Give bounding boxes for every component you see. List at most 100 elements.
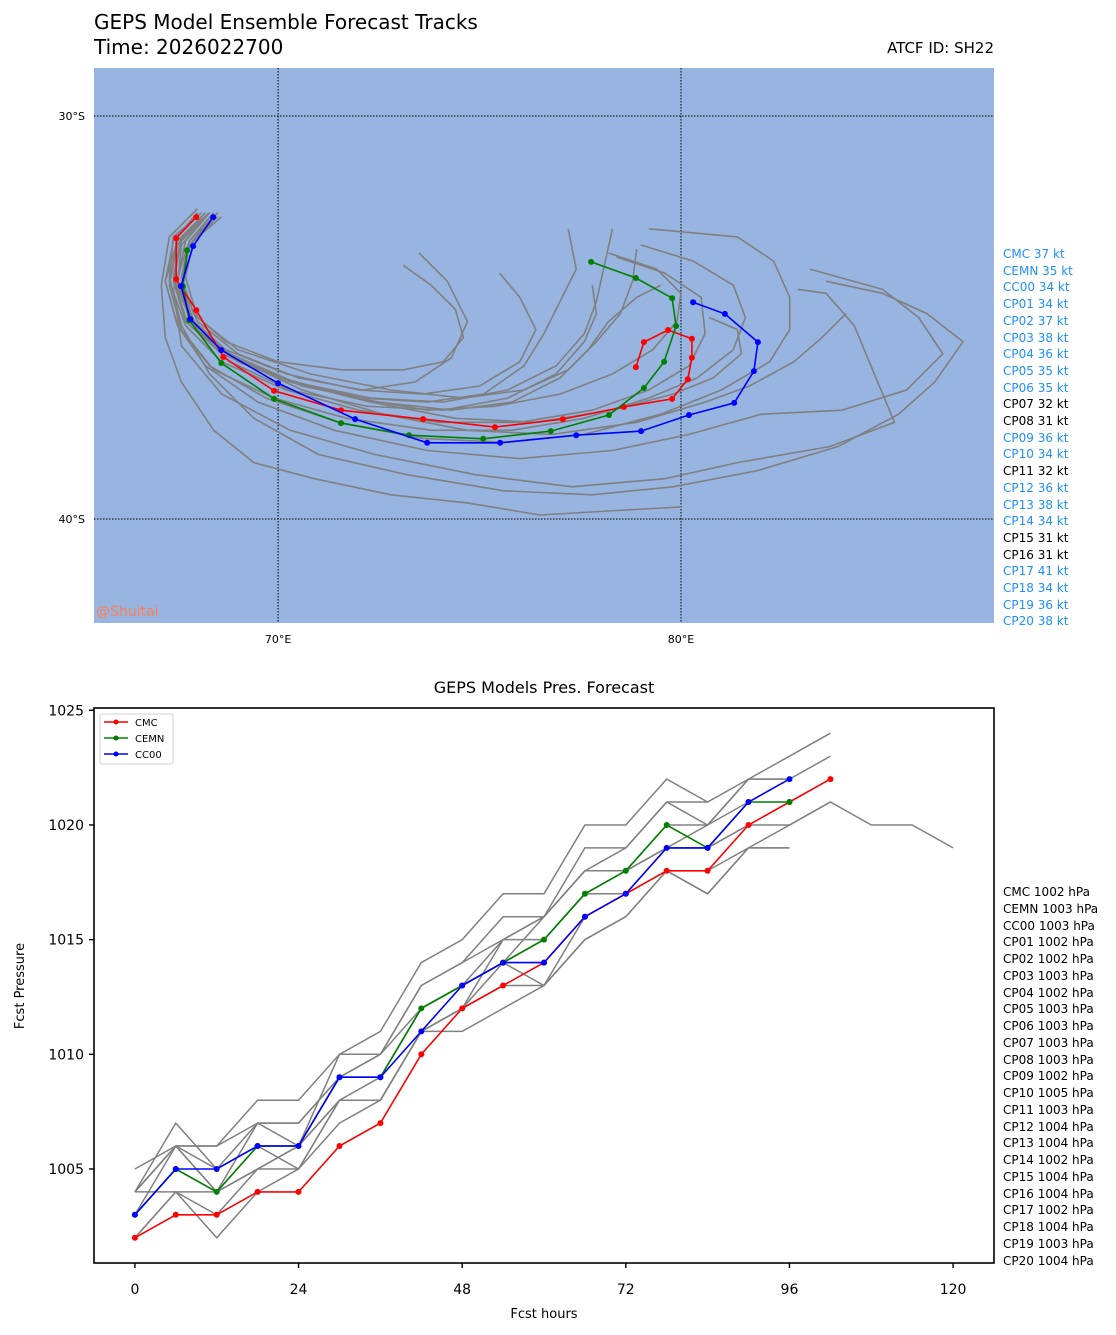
pressure-point-cemn (745, 799, 752, 805)
pressure-point-cmc (786, 799, 793, 805)
track-point-cc00 (218, 347, 225, 354)
pressure-point-cmc (295, 1188, 302, 1195)
wind-label: CP15 31 kt (1003, 530, 1069, 545)
x-tick-label: 96 (781, 1282, 799, 1298)
wind-label: CP05 35 kt (1003, 363, 1069, 378)
legend-label-cmc: CMC (135, 718, 158, 729)
pressure-point-cmc (663, 867, 670, 874)
pressure-point-cmc (172, 1211, 179, 1218)
pressure-ensemble-line-8 (134, 755, 831, 1194)
lon-tick-label: 70°E (265, 633, 291, 646)
pressure-point-cemn (786, 799, 793, 805)
watermark: @Shuitai (96, 604, 158, 620)
track-cmc (173, 214, 695, 431)
track-point-cmc (669, 395, 676, 402)
track-point-cemn (547, 428, 554, 435)
wind-label: CP11 32 kt (1003, 464, 1069, 479)
pressure-label: CP20 1004 hPa (1003, 1253, 1094, 1268)
pressure-ensemble-line-4 (134, 847, 790, 1239)
pressure-point-cmc (541, 959, 547, 966)
pressure-point-cc00 (213, 1166, 220, 1172)
ensemble-track-11 (180, 216, 465, 371)
pressure-point-cmc (131, 1234, 138, 1241)
pressure-point-cemn (663, 822, 670, 828)
ensemble-tracks (160, 208, 965, 516)
track-point-cc00 (638, 428, 645, 435)
track-point-cc00 (424, 439, 431, 446)
y-tick-label: 1010 (48, 1047, 84, 1063)
track-point-cc00 (686, 412, 692, 418)
pressure-point-cc00 (131, 1211, 138, 1218)
pressure-point-cc00 (663, 844, 670, 851)
ensemble-track-12 (172, 212, 682, 412)
track-point-cc00 (731, 399, 738, 406)
wind-label: CP10 34 kt (1003, 447, 1069, 462)
pressure-point-cemn (459, 982, 466, 989)
deterministic-tracks (173, 214, 761, 446)
pressure-point-cemn (704, 844, 711, 851)
pressure-ensemble-line-2 (134, 778, 708, 1193)
pressure-point-cc00 (336, 1074, 343, 1081)
track-cemn (180, 247, 680, 442)
pressure-series-cemn (131, 799, 793, 1218)
track-point-cemn (338, 420, 344, 427)
wind-label: CP18 34 kt (1003, 581, 1069, 595)
track-point-cemn (673, 323, 680, 329)
legend-marker-cemn (113, 735, 119, 741)
legend-marker-cc00 (113, 751, 119, 757)
pressure-label: CP09 1002 hPa (1003, 1069, 1094, 1084)
track-point-cmc (491, 424, 498, 431)
pressure-point-cemn (336, 1074, 343, 1081)
track-line-cmc (175, 216, 693, 428)
map-tick-labels: 70°E 80°E 30°S 40°S (59, 110, 695, 646)
track-point-cmc (632, 364, 639, 371)
pressure-point-cc00 (704, 844, 711, 851)
track-point-cmc (193, 307, 200, 314)
pressure-label: CP04 1002 hPa (1003, 985, 1094, 1000)
pressure-ensemble-line-3 (134, 778, 790, 1193)
wind-label: CP08 31 kt (1003, 414, 1069, 428)
track-point-cemn (632, 275, 639, 281)
track-point-cmc (193, 214, 200, 221)
pressure-point-cmc (377, 1120, 384, 1127)
pressure-label: CP05 1003 hPa (1003, 1002, 1094, 1017)
pressure-ensemble-line-7 (134, 801, 831, 1239)
legend-label-cemn: CEMN (135, 734, 164, 745)
track-point-cemn (218, 360, 225, 366)
pressure-label: CC00 1003 hPa (1003, 918, 1095, 933)
pressure-label: CMC 1002 hPa (1003, 885, 1090, 899)
track-point-cc00 (352, 416, 359, 423)
track-line-cemn (182, 250, 677, 440)
pressure-point-cmc (459, 1005, 466, 1012)
pressure-point-cemn (418, 1005, 425, 1012)
pressure-ensemble-line-6 (134, 847, 790, 1216)
pressure-label: CP06 1003 hPa (1003, 1019, 1094, 1033)
y-tick-label: 1020 (48, 818, 84, 834)
track-point-cmc (684, 376, 691, 383)
pressure-label: CP16 1004 hPa (1003, 1186, 1094, 1201)
pressure-deterministic-lines (131, 776, 834, 1241)
track-point-cemn (480, 435, 487, 442)
map-ocean-background (94, 68, 994, 623)
y-tick-label: 1025 (48, 703, 84, 719)
x-tick-label: 24 (290, 1282, 308, 1298)
pressure-point-cemn (377, 1074, 384, 1081)
wind-label: CP16 31 kt (1003, 547, 1069, 562)
pressure-ensemble-line-10 (134, 801, 749, 1193)
pressure-point-cmc (581, 913, 588, 920)
pressure-point-cc00 (295, 1143, 302, 1149)
track-point-cemn (669, 295, 676, 302)
track-point-cc00 (210, 214, 217, 221)
map-time-label: Time: 2026022700 (94, 35, 284, 59)
pressure-point-cc00 (581, 913, 588, 920)
pressure-point-cmc (704, 867, 711, 874)
pressure-label: CEMN 1003 hPa (1003, 901, 1099, 916)
pressure-label: CP14 1002 hPa (1003, 1153, 1094, 1167)
ensemble-track-6 (168, 212, 965, 496)
track-point-cc00 (187, 316, 194, 323)
pressure-series-cc00 (131, 776, 793, 1218)
ensemble-track-13 (168, 216, 747, 432)
pressure-point-cemn (622, 867, 629, 874)
track-point-cmc (173, 235, 180, 242)
pressure-label: CP15 1004 hPa (1003, 1169, 1094, 1184)
